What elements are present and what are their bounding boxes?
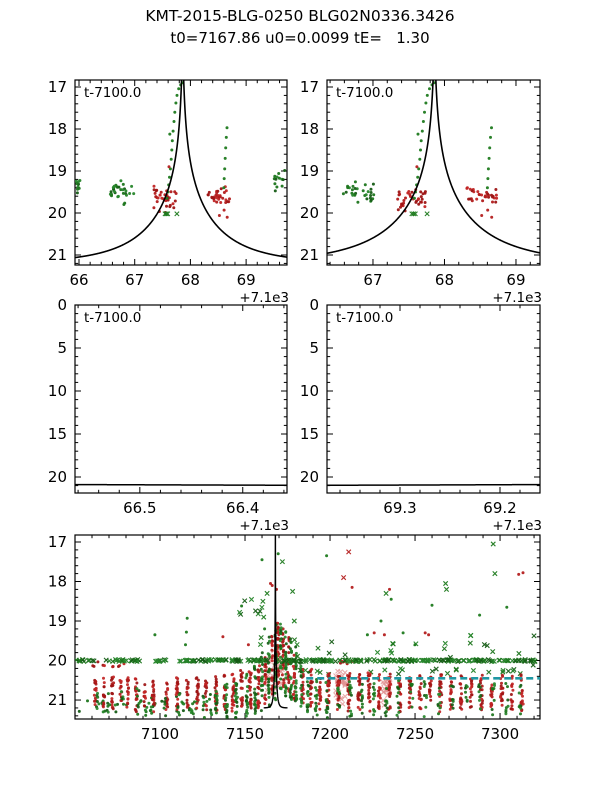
model-light-curve — [263, 535, 288, 709]
svg-text:18: 18 — [300, 120, 319, 138]
panel-mid-left: 66.5 66.4 0 5 10 15 20 t-7100.0 +7.1e3 — [48, 296, 289, 534]
svg-text:7150: 7150 — [226, 725, 264, 743]
axes-frame — [326, 79, 541, 266]
svg-text:10: 10 — [48, 382, 67, 400]
plot-area — [327, 483, 540, 487]
axis-ticks — [74, 535, 540, 719]
tick-labels: 69.3 69.2 0 5 10 15 20 — [300, 296, 517, 517]
figure-title: KMT-2015-BLG-0250 BLG02N0336.3426 — [145, 7, 455, 25]
axes-frame — [326, 304, 541, 494]
svg-text:69: 69 — [506, 271, 525, 289]
svg-text:17: 17 — [48, 533, 67, 551]
svg-text:20: 20 — [48, 652, 67, 670]
axis-ticks — [327, 304, 541, 493]
svg-text:18: 18 — [48, 120, 67, 138]
time-offset-annotation: t-7100.0 — [336, 310, 393, 326]
svg-text:68: 68 — [181, 271, 200, 289]
svg-text:20: 20 — [300, 204, 319, 222]
axis-ticks — [75, 304, 287, 493]
svg-text:15: 15 — [48, 425, 67, 443]
svg-text:0: 0 — [57, 296, 67, 314]
time-offset-annotation: t-7100.0 — [84, 310, 141, 326]
svg-text:66.5: 66.5 — [123, 499, 156, 517]
plot-area — [75, 80, 287, 259]
tick-labels: 67 68 69 17 18 19 20 21 — [300, 78, 526, 289]
axis-ticks — [327, 80, 540, 265]
tick-labels: 66 67 68 69 17 18 19 20 21 — [48, 78, 256, 289]
panel-top-left: 66 67 68 69 17 18 19 20 21 t-7100.0 +7.1e3 — [48, 78, 289, 306]
svg-text:21: 21 — [48, 246, 67, 264]
model-light-curve — [75, 80, 287, 259]
model-light-curve — [75, 483, 287, 486]
svg-text:17: 17 — [300, 78, 319, 96]
svg-text:0: 0 — [309, 296, 319, 314]
axis-offset-label: +7.1e3 — [492, 290, 542, 306]
svg-text:20: 20 — [48, 204, 67, 222]
time-offset-annotation: t-7100.0 — [336, 85, 393, 101]
axis-ticks — [75, 80, 287, 265]
plot-area — [75, 483, 287, 486]
svg-text:66.4: 66.4 — [226, 499, 259, 517]
svg-text:69: 69 — [237, 271, 256, 289]
svg-text:67: 67 — [125, 271, 144, 289]
svg-text:17: 17 — [48, 78, 67, 96]
tick-labels: 7100 7150 7200 7250 7300 17 18 19 20 21 — [48, 533, 519, 743]
tick-labels: 66.5 66.4 0 5 10 15 20 — [48, 296, 260, 517]
model-light-curve — [327, 483, 540, 487]
svg-text:5: 5 — [57, 339, 67, 357]
svg-text:20: 20 — [48, 468, 67, 486]
panel-bottom: 7100 7150 7200 7250 7300 17 18 19 20 21 — [48, 533, 541, 743]
svg-text:20: 20 — [300, 468, 319, 486]
svg-text:18: 18 — [48, 573, 67, 591]
figure-subtitle: t0=7167.86 u0=0.0099 tE= 1.30 — [170, 29, 430, 47]
svg-text:7100: 7100 — [141, 725, 179, 743]
svg-text:67: 67 — [363, 271, 382, 289]
svg-text:7200: 7200 — [311, 725, 349, 743]
panel-top-right: 67 68 69 17 18 19 20 21 t-7100.0 +7.1e3 — [300, 78, 542, 306]
svg-text:7250: 7250 — [396, 725, 434, 743]
panel-mid-right: 69.3 69.2 0 5 10 15 20 t-7100.0 +7.1e3 — [300, 296, 542, 534]
svg-text:19: 19 — [300, 162, 319, 180]
svg-text:7300: 7300 — [481, 725, 519, 743]
axis-offset-label: +7.1e3 — [239, 518, 289, 534]
svg-text:68: 68 — [435, 271, 454, 289]
plot-area — [327, 80, 540, 255]
svg-text:69.2: 69.2 — [483, 499, 516, 517]
svg-text:19: 19 — [48, 162, 67, 180]
svg-text:19: 19 — [48, 612, 67, 630]
svg-text:15: 15 — [300, 425, 319, 443]
axis-offset-label: +7.1e3 — [492, 518, 542, 534]
svg-text:69.3: 69.3 — [383, 499, 416, 517]
time-offset-annotation: t-7100.0 — [84, 85, 141, 101]
svg-text:10: 10 — [300, 382, 319, 400]
plot-area — [75, 535, 540, 719]
svg-text:21: 21 — [48, 691, 67, 709]
axes-frame — [74, 304, 288, 494]
svg-text:5: 5 — [309, 339, 319, 357]
model-light-curve — [327, 80, 540, 255]
svg-text:66: 66 — [69, 271, 88, 289]
svg-text:21: 21 — [300, 246, 319, 264]
axis-offset-label: +7.1e3 — [239, 290, 289, 306]
